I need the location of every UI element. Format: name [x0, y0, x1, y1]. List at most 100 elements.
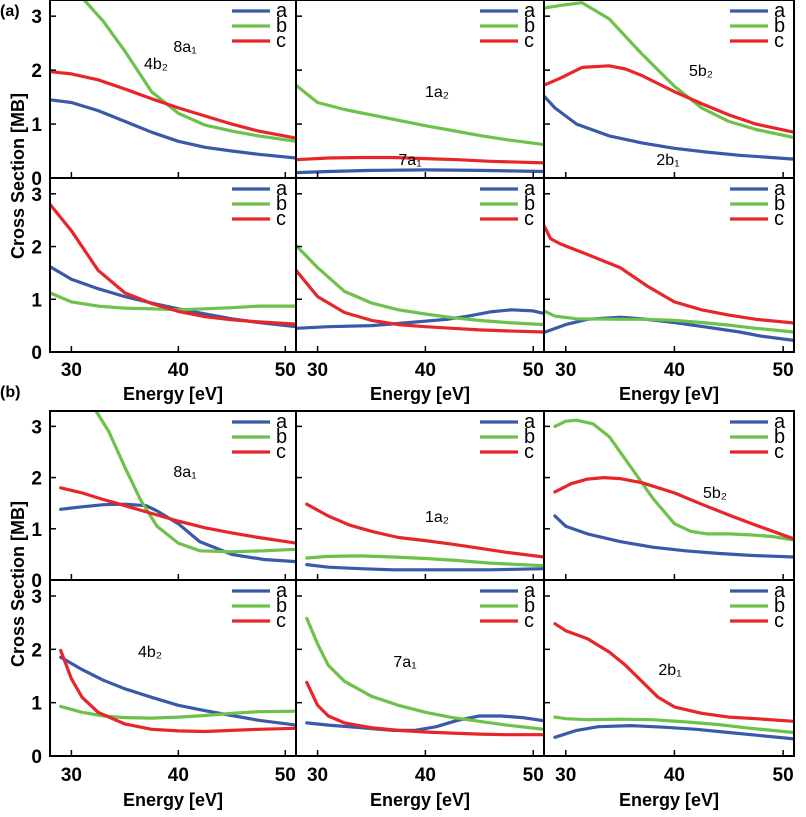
series-line-a: [50, 98, 296, 160]
series-line-a: [59, 502, 296, 564]
series-line-c: [59, 648, 296, 734]
x-tick-label: 30: [307, 360, 328, 381]
series-line-c: [305, 680, 544, 737]
subplot-title: 2b₁: [658, 662, 681, 679]
subplot-4: 0 1 2 3 30 40 50 Energy [eV] 4b₂ abc: [31, 56, 297, 404]
legend-label-c: c: [524, 441, 534, 463]
legend-label-b: b: [774, 426, 785, 448]
subplot-title: 8a₁: [173, 39, 196, 56]
x-tick-label: 40: [415, 360, 436, 381]
subplot-6: 30 40 50 Energy [eV] 2b₁ abc: [543, 152, 795, 404]
series-line-b: [94, 411, 296, 554]
series-line-c: [553, 622, 794, 723]
y-tick-label: 1: [31, 520, 42, 541]
legend-label-a: a: [774, 178, 786, 200]
y-tick-label: 3: [31, 185, 42, 206]
series-line-a: [296, 168, 544, 175]
x-tick-label: 40: [664, 360, 685, 381]
legend-label-c: c: [774, 30, 784, 52]
subplot-1: 0 1 2 3 8a₁ abc: [31, 0, 297, 190]
series-line-b: [59, 704, 296, 720]
subplot-1: 0 1 2 3 8a₁ abc: [31, 410, 297, 592]
legend-label-b: b: [774, 15, 785, 37]
subplot-3: 5b₂ abc: [543, 0, 795, 179]
y-tick-label: 2: [31, 61, 42, 82]
y-tick-label: 0: [31, 571, 42, 592]
subplot-title: 4b₂: [144, 56, 168, 73]
x-axis-label: Energy [eV]: [370, 384, 470, 404]
x-axis-label: Energy [eV]: [123, 790, 223, 810]
legend-label-b: b: [276, 426, 287, 448]
legend: abc: [480, 411, 536, 463]
series-line-c: [544, 64, 794, 134]
legend-label-b: b: [276, 15, 287, 37]
legend-label-a: a: [524, 580, 536, 602]
series-line-c: [50, 202, 296, 326]
legend-label-b: b: [524, 426, 535, 448]
legend-label-a: a: [774, 0, 786, 22]
series-line-c: [50, 70, 296, 140]
series-line-b: [82, 0, 296, 143]
series-line-b: [296, 83, 544, 147]
subplot-4: 0 1 2 3 30 40 50 Energy [eV] 4b₂ abc: [31, 579, 297, 810]
subplot-title: 7a₁: [393, 654, 416, 671]
legend-label-b: b: [774, 595, 785, 617]
series-line-a: [553, 514, 794, 559]
legend-label-a: a: [276, 178, 288, 200]
subplot-title: 4b₂: [138, 644, 162, 661]
legend-label-b: b: [524, 193, 535, 215]
legend-label-c: c: [276, 208, 286, 230]
series-line-b: [296, 243, 544, 327]
series-line-b: [50, 291, 296, 312]
legend-label-c: c: [524, 208, 534, 230]
y-tick-label: 3: [31, 587, 42, 608]
subplot-5: 30 40 50 Energy [eV] 7a₁ abc: [295, 579, 545, 810]
series-line-c: [544, 223, 794, 325]
legend-label-c: c: [774, 441, 784, 463]
x-tick-label: 30: [555, 765, 576, 786]
legend-label-a: a: [774, 580, 786, 602]
legend-label-c: c: [524, 610, 534, 632]
x-tick-label: 50: [523, 360, 544, 381]
legend-label-a: a: [276, 0, 288, 22]
y-tick-label: 0: [31, 169, 42, 190]
legend: abc: [730, 411, 786, 463]
x-tick-label: 40: [664, 765, 685, 786]
legend: abc: [232, 0, 288, 52]
subplot-title: 5b₂: [703, 485, 727, 502]
subplot-5: 30 40 50 Energy [eV] 7a₁ abc: [295, 152, 545, 404]
x-axis-label: Energy [eV]: [619, 790, 719, 810]
series-line-a: [544, 94, 794, 161]
subplot-6: 30 40 50 Energy [eV] 2b₁ abc: [543, 579, 795, 810]
subplot-frame: [543, 579, 795, 757]
panel-label: (b): [0, 384, 20, 401]
legend-label-b: b: [774, 193, 785, 215]
legend-label-a: a: [276, 580, 288, 602]
subplot-frame: [543, 177, 795, 353]
legend-label-b: b: [276, 193, 287, 215]
series-line-b: [553, 418, 794, 542]
x-axis-label: Energy [eV]: [123, 384, 223, 404]
y-tick-label: 1: [31, 694, 42, 715]
x-tick-label: 40: [168, 765, 189, 786]
series-line-b: [544, 1, 794, 140]
x-axis-label: Energy [eV]: [619, 384, 719, 404]
series-line-b: [305, 554, 544, 568]
series-line-c: [296, 155, 544, 165]
y-tick-label: 2: [31, 238, 42, 259]
legend: abc: [730, 0, 786, 52]
x-tick-label: 40: [415, 765, 436, 786]
series-line-a: [59, 655, 296, 727]
y-tick-label: 0: [31, 343, 42, 364]
legend: abc: [480, 178, 536, 230]
y-axis-label: Cross Section [MB]: [8, 93, 28, 259]
series-line-b: [305, 616, 544, 731]
subplot-title: 8a₁: [173, 464, 196, 481]
x-tick-label: 30: [307, 765, 328, 786]
y-tick-label: 3: [31, 417, 42, 438]
x-tick-label: 30: [555, 360, 576, 381]
y-tick-label: 0: [31, 747, 42, 768]
series-line-c: [296, 268, 544, 334]
subplot-title: 1a₂: [425, 84, 449, 101]
legend-label-c: c: [276, 30, 286, 52]
